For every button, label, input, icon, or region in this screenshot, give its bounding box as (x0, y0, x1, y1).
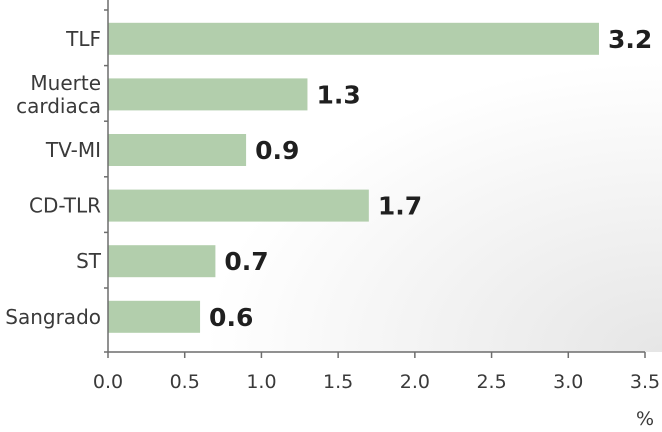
bar-tv-mi (108, 134, 247, 166)
category-label: cardiaca (16, 94, 101, 118)
category-label: TV-MI (45, 138, 101, 162)
category-label: Muerte (30, 71, 101, 95)
value-label: 3.2 (608, 25, 652, 54)
x-tick-label: 1.5 (323, 371, 353, 393)
bar-sangrado (108, 300, 201, 333)
category-label: ST (76, 249, 102, 273)
value-label: 0.9 (255, 136, 299, 165)
bar-tlf (108, 22, 599, 55)
bar-cd-tlr (108, 189, 369, 222)
x-tick-label: 0.0 (93, 371, 123, 393)
plot-background (108, 0, 662, 352)
category-label: CD-TLR (29, 194, 101, 218)
value-label: 0.6 (209, 303, 253, 332)
value-label: 0.7 (224, 247, 268, 276)
bar-muerte-cardiaca (108, 78, 308, 111)
bar-st (108, 245, 216, 278)
x-tick-label: 1.0 (246, 371, 276, 393)
category-label: Sangrado (5, 305, 101, 329)
value-label: 1.3 (316, 80, 360, 109)
x-tick-label: 2.5 (476, 371, 506, 393)
x-tick-label: 3.5 (630, 371, 660, 393)
x-tick-label: 2.0 (400, 371, 430, 393)
x-tick-label: 0.5 (170, 371, 200, 393)
category-label: TLF (65, 27, 101, 51)
x-tick-label: 3.0 (553, 371, 583, 393)
x-unit-label: % (636, 408, 654, 430)
value-label: 1.7 (378, 192, 422, 221)
